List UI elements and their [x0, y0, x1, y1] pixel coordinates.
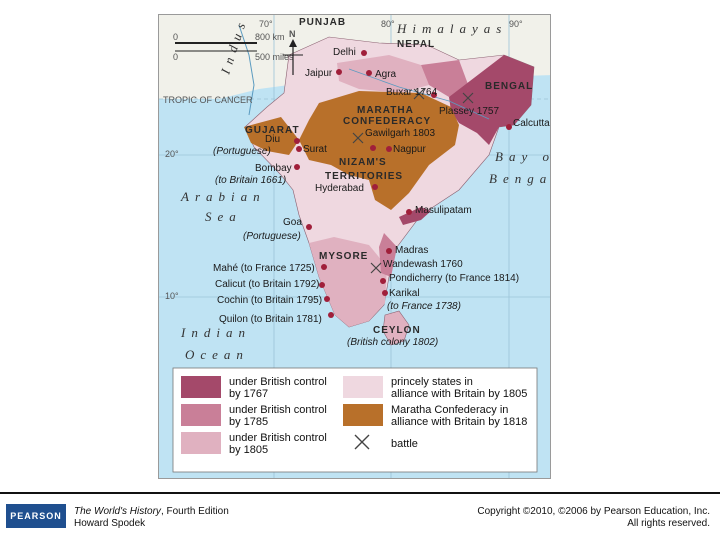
ceylon-note: (British colony 1802) — [347, 337, 438, 348]
himalayas-label: Himalayas — [396, 21, 507, 36]
bombay-label: Bombay — [255, 163, 292, 174]
map-legend: under British control by 1767 under Brit… — [172, 367, 538, 473]
maratha-gujarat — [244, 117, 299, 155]
copyright-line-1: Copyright ©2010, ©2006 by Pearson Educat… — [477, 506, 710, 517]
surat-label: Surat — [303, 144, 327, 155]
bengal-label: BENGAL — [485, 81, 533, 92]
scale-mi-zero: 0 — [173, 52, 178, 62]
confederacy-label: CONFEDERACY — [343, 116, 431, 127]
legend-1805-line1: under British control — [229, 432, 327, 444]
wandewash-label: Wandewash 1760 — [383, 259, 463, 270]
british-1805-south — [309, 237, 387, 327]
scale-km: 800 km — [255, 32, 285, 42]
goa-note: (Portuguese) — [243, 231, 301, 242]
maratha-confederacy — [299, 91, 459, 210]
pearson-logo: PEARSON — [6, 504, 66, 528]
book-title: The World's History — [74, 506, 161, 517]
legend-princely-line2: alliance with Britain by 1805 — [391, 388, 527, 400]
map-panel: 70° 80° 90° 20° 10° TROPIC OF CANCER 0 8… — [158, 14, 551, 479]
ganges-river — [348, 68, 490, 120]
copyright-line-2: All rights reserved. — [627, 518, 710, 529]
ceylon-island — [382, 310, 410, 346]
cochin-label: Cochin (to Britain 1795) — [217, 295, 322, 306]
calicut-label: Calicut (to Britain 1792) — [215, 279, 320, 290]
legend-battle-label: battle — [391, 438, 418, 450]
scale-km-zero: 0 — [173, 32, 178, 42]
goa-label: Goa — [283, 217, 302, 228]
mahe-label: Mahé (to France 1725) — [213, 263, 315, 274]
karikal-label: Karikal — [389, 288, 420, 299]
karikal-note: (to France 1738) — [387, 301, 461, 312]
legend-swatch-1785 — [181, 404, 221, 426]
territories-label: TERRITORIES — [325, 171, 403, 182]
punjab-label: PUNJAB — [299, 17, 346, 28]
quilon-label: Quilon (to Britain 1781) — [219, 314, 322, 325]
lon-70-label: 70° — [259, 19, 273, 29]
hyderabad-label: Hyderabad — [315, 183, 364, 194]
agra-label: Agra — [375, 69, 397, 80]
scale-mi: 500 miles — [255, 52, 294, 62]
jaipur-label: Jaipur — [305, 68, 333, 79]
legend-princely-line1: princely states in — [391, 376, 473, 388]
masulipatam-label: Masulipatam — [415, 205, 472, 216]
ceylon-label: CEYLON — [373, 325, 421, 336]
legend-1805-line2: by 1805 — [229, 444, 268, 456]
pondicherry-label: Pondicherry (to France 1814) — [389, 273, 519, 284]
nagpur-label: Nagpur — [393, 144, 426, 155]
legend-1785-line1: under British control — [229, 404, 327, 416]
bombay-note: (to Britain 1661) — [215, 175, 286, 186]
legend-battle-icon — [354, 434, 370, 450]
legend-1767-line2: by 1767 — [229, 388, 268, 400]
plassey-label: Plassey 1757 — [439, 106, 499, 117]
indus-river — [238, 24, 255, 116]
indian-label: Indian — [180, 325, 251, 340]
legend-maratha-line2: alliance with Britain by 1818 — [391, 416, 527, 428]
diu-label: Diu — [265, 134, 280, 145]
delhi-label: Delhi — [333, 47, 356, 58]
city-dots — [294, 50, 512, 318]
india-1767-1805-map: 70° 80° 90° 20° 10° TROPIC OF CANCER 0 8… — [159, 15, 551, 478]
madras-label: Madras — [395, 245, 428, 256]
lat-10-label: 10° — [165, 291, 179, 301]
lon-80-label: 80° — [381, 19, 395, 29]
gujarat-label: GUJARAT — [245, 125, 300, 136]
legend-1767-line1: under British control — [229, 376, 327, 388]
north-arrow-icon: N — [283, 29, 303, 75]
legend-swatch-1767 — [181, 376, 221, 398]
british-1767-bengal — [449, 55, 534, 145]
bay-of-label: Bay of — [495, 149, 551, 164]
arabian-label: Arabian — [180, 189, 266, 204]
legend-swatch-maratha — [343, 404, 383, 426]
legend-swatch-princely — [343, 376, 383, 398]
tropic-label: TROPIC OF CANCER — [163, 95, 253, 105]
ocean-label: Ocean — [185, 347, 249, 362]
book-edition: , Fourth Edition — [160, 506, 229, 517]
nepal-label: NEPAL — [397, 39, 435, 50]
legend-1785-line2: by 1785 — [229, 416, 268, 428]
legend-swatch-1805 — [181, 432, 221, 454]
nizams-label: NIZAM'S — [339, 157, 387, 168]
british-1767-coast — [399, 207, 431, 225]
legend-maratha-line1: Maratha Confederacy in — [391, 404, 508, 416]
mysore-label: MYSORE — [319, 251, 368, 262]
book-author: Howard Spodek — [74, 518, 146, 529]
british-1785-area — [421, 60, 469, 97]
scale-bar: 0 800 km 0 500 miles — [173, 32, 294, 62]
british-1805-area — [337, 55, 429, 93]
battle-icons — [352, 88, 474, 274]
diu-note: (Portuguese) — [213, 146, 271, 157]
lat-20-label: 20° — [165, 149, 179, 159]
calcutta-label: Calcutta — [513, 118, 550, 129]
bengal-sea-label: Bengal — [489, 171, 551, 186]
british-1785-coast — [379, 233, 397, 277]
sea-label: Sea — [205, 209, 242, 224]
gawilgarh-label: Gawilgarh 1803 — [365, 128, 435, 139]
maratha-label: MARATHA — [357, 105, 414, 116]
buxar-label: Buxar 1764 — [386, 87, 438, 98]
book-info: The World's History, Fourth Edition Howa… — [74, 506, 229, 530]
footer-divider — [0, 492, 720, 494]
svg-text:N: N — [289, 29, 296, 39]
lon-90-label: 90° — [509, 19, 523, 29]
copyright-notice: Copyright ©2010, ©2006 by Pearson Educat… — [477, 506, 710, 530]
